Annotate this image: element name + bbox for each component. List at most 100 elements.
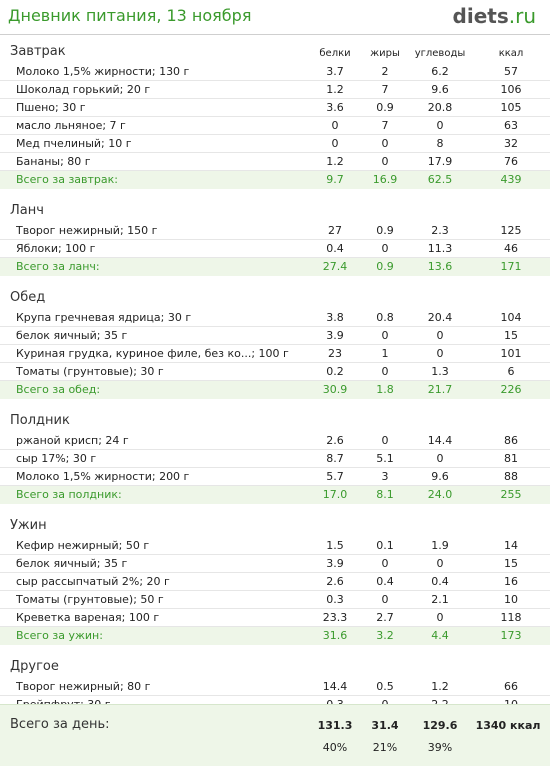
food-name: Творог нежирный; 150 г [16,224,158,237]
food-name: Креветка вареная; 100 г [16,611,160,624]
food-row: Творог нежирный; 150 г 27 0.9 2.3 125 [0,222,550,240]
carbs-value: 9.6 [431,83,449,96]
meal-total-row: Всего за ужин: 31.6 3.2 4.4 173 [0,627,550,645]
meal-section: Ланч Творог нежирный; 150 г 27 0.9 2.3 125 Ябл… [0,202,550,289]
meal-name: Обед [10,290,46,305]
meal-total-label: Всего за обед: [16,383,101,396]
food-name: белок яичный; 35 г [16,329,128,342]
fat-value: 0 [381,242,389,255]
carbs-value: 2.1 [431,593,449,606]
fat-value: 0 [381,329,389,342]
carbs-value: 20.4 [427,311,453,324]
kcal-value: 106 [500,83,522,96]
carbs-value: 11.3 [427,242,453,255]
food-name: Пшено; 30 г [16,101,86,114]
food-row: белок яичный; 35 г 3.9 0 0 15 [0,327,550,345]
meal-name: Другое [10,659,59,674]
food-name: Мед пчелиный; 10 г [16,137,132,150]
fat-value: 0 [381,593,389,606]
kcal-value: 16 [504,575,518,588]
protein-value: 0.2 [326,365,344,378]
carbs-value: 6.2 [431,65,449,78]
fat-value: 1 [381,347,389,360]
food-row: ржаной крисп; 24 г 2.6 0 14.4 86 [0,432,550,450]
meal-sections: Завтрак белки жиры углеводы ккал Молоко 1,5% … [0,43,550,732]
total-fat: 3.2 [376,629,394,642]
total-carbs: 21.7 [427,383,453,396]
total-kcal: 171 [500,260,522,273]
protein-value: 3.8 [326,311,344,324]
food-name: Шоколад горький; 20 г [16,83,151,96]
meal-total-row: Всего за полдник: 17.0 8.1 24.0 255 [0,486,550,504]
food-row: Пшено; 30 г 3.6 0.9 20.8 105 [0,99,550,117]
food-row: Мед пчелиный; 10 г 0 0 8 32 [0,135,550,153]
meal-total-label: Всего за полдник: [16,488,122,501]
section-gap [0,189,550,202]
day-fat-percent: 21% [372,741,398,754]
carbs-value: 1.9 [431,539,449,552]
food-row: Куриная грудка, куриное филе, без ко...;… [0,345,550,363]
fat-value: 0.5 [376,680,394,693]
food-name: Кефир нежирный; 50 г [16,539,150,552]
fat-value: 0 [381,557,389,570]
protein-value: 3.7 [326,65,344,78]
kcal-value: 63 [504,119,518,132]
column-carbs: углеводы [414,48,466,59]
food-row: Шоколад горький; 20 г 1.2 7 9.6 106 [0,81,550,99]
column-fat: жиры [370,48,400,59]
meal-header: Полдник [0,412,550,432]
protein-value: 3.9 [326,557,344,570]
kcal-value: 57 [504,65,518,78]
carbs-value: 2.3 [431,224,449,237]
protein-value: 23 [328,347,342,360]
section-gap [0,399,550,412]
carbs-value: 1.3 [431,365,449,378]
kcal-value: 66 [504,680,518,693]
kcal-value: 81 [504,452,518,465]
meal-name: Ужин [10,518,47,533]
section-gap [0,645,550,658]
site-logo[interactable]: diets.ru [453,4,536,28]
meal-section: Ужин Кефир нежирный; 50 г 1.5 0.1 1.9 14 белок… [0,517,550,658]
day-total-fat: 31.4 [371,719,399,732]
protein-value: 0 [331,119,339,132]
carbs-value: 20.8 [427,101,453,114]
meal-header: Ланч [0,202,550,222]
meal-header: Ужин [0,517,550,537]
fat-value: 7 [381,83,389,96]
carbs-value: 0 [436,347,444,360]
meal-section: Завтрак белки жиры углеводы ккал Молоко 1,5% … [0,43,550,202]
meal-header: Завтрак белки жиры углеводы ккал [0,43,550,63]
carbs-value: 0 [436,557,444,570]
kcal-value: 104 [500,311,522,324]
food-row: Творог нежирный; 80 г 14.4 0.5 1.2 66 [0,678,550,696]
carbs-value: 1.2 [431,680,449,693]
fat-value: 0.1 [376,539,394,552]
total-kcal: 226 [500,383,522,396]
section-gap [0,276,550,289]
carbs-value: 14.4 [427,434,453,447]
food-name: сыр рассыпчатый 2%; 20 г [16,575,170,588]
carbs-value: 17.9 [427,155,453,168]
logo-main: diets [452,4,509,28]
fat-value: 0.9 [376,224,394,237]
food-row: белок яичный; 35 г 3.9 0 0 15 [0,555,550,573]
protein-value: 1.2 [326,155,344,168]
header-divider [0,34,550,35]
column-kcal: ккал [498,48,524,59]
total-fat: 16.9 [372,173,398,186]
day-total: Всего за день: 131.3 31.4 129.6 1340 кка… [0,704,550,766]
meal-name: Завтрак [10,44,66,59]
protein-value: 0 [331,137,339,150]
meal-header: Обед [0,289,550,309]
page-title: Дневник питания, 13 ноября [8,6,252,25]
total-carbs: 24.0 [427,488,453,501]
protein-value: 27 [328,224,342,237]
food-row: Томаты (грунтовые); 30 г 0.2 0 1.3 6 [0,363,550,381]
food-name: сыр 17%; 30 г [16,452,97,465]
day-total-protein: 131.3 [317,719,353,732]
food-name: Куриная грудка, куриное филе, без ко...;… [16,347,289,360]
fat-value: 0 [381,137,389,150]
food-row: Крупа гречневая ядрица; 30 г 3.8 0.8 20.4 10… [0,309,550,327]
total-protein: 9.7 [326,173,344,186]
